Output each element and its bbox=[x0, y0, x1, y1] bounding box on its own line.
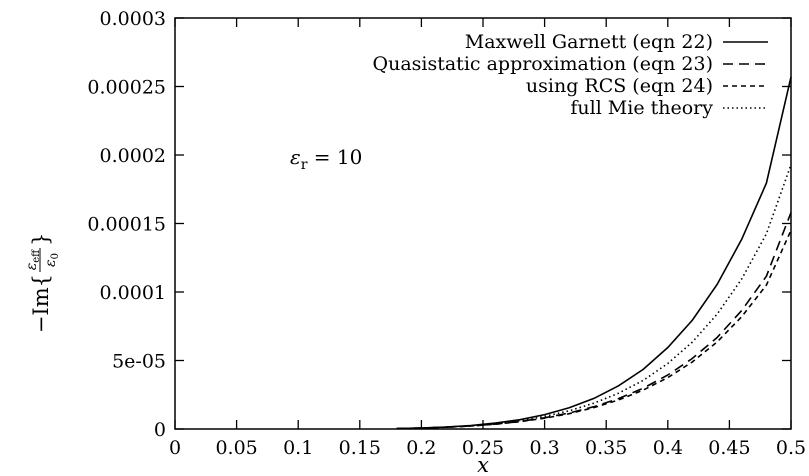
x-tick-label: 0 bbox=[169, 437, 181, 459]
x-tick-label: 0.2 bbox=[406, 437, 436, 459]
annotation-value: = 10 bbox=[307, 145, 362, 169]
y-axis-label-denominator: ε bbox=[43, 259, 59, 267]
y-tick-label: 0.0002 bbox=[100, 145, 166, 167]
series-lines bbox=[396, 76, 792, 430]
y-tick-label: 0.00015 bbox=[87, 214, 166, 236]
x-tick-label: 0.1 bbox=[283, 437, 313, 459]
y-tick-label: 0.00025 bbox=[87, 77, 166, 99]
x-tick-labels: 0 0.05 0.1 0.15 0.2 0.25 0.3 0.35 0.4 0.45 0.5 bbox=[169, 437, 806, 459]
x-tick-label: 0.3 bbox=[529, 437, 559, 459]
x-axis-label: x bbox=[477, 453, 489, 476]
series-line-1 bbox=[396, 76, 792, 430]
annotation-subscript: r bbox=[301, 157, 308, 173]
series-line-3 bbox=[396, 229, 792, 430]
y-axis-label-suffix: } bbox=[29, 233, 53, 246]
y-axis-label: −Im{ εeff ε0 } bbox=[24, 233, 61, 334]
y-tick-label: 0 bbox=[154, 419, 166, 441]
x-tick-label: 0.4 bbox=[653, 437, 683, 459]
series-line-4 bbox=[396, 164, 792, 430]
legend: Maxwell Garnett (eqn 22)Quasistatic appr… bbox=[373, 31, 768, 119]
svg-text:εeff: εeff bbox=[24, 249, 42, 270]
x-tick-label: 0.5 bbox=[776, 437, 806, 459]
y-axis-label-prefix: −Im{ bbox=[29, 274, 53, 333]
y-tick-label: 0.0001 bbox=[100, 282, 166, 304]
annotation-symbol: ε bbox=[290, 145, 301, 169]
axis-ticks bbox=[174, 17, 792, 430]
y-tick-labels: 0 5e-05 0.0001 0.00015 0.0002 0.00025 0.0003 bbox=[87, 8, 166, 441]
x-tick-label: 0.35 bbox=[585, 437, 627, 459]
x-tick-label: 0.15 bbox=[339, 437, 381, 459]
annotation-epsilon-r: εr = 10 bbox=[290, 145, 362, 173]
svg-text:ε0: ε0 bbox=[43, 253, 61, 267]
x-tick-label: 0.05 bbox=[215, 437, 257, 459]
legend-label-3: using RCS (eqn 24) bbox=[526, 75, 713, 97]
y-axis-label-numerator-sub: eff bbox=[31, 249, 42, 263]
y-axis-label-denominator-sub: 0 bbox=[50, 253, 61, 259]
y-axis-label-numerator: ε bbox=[24, 263, 40, 271]
legend-label-1: Maxwell Garnett (eqn 22) bbox=[465, 31, 713, 53]
x-tick-label: 0.45 bbox=[708, 437, 750, 459]
legend-label-4: full Mie theory bbox=[570, 97, 713, 119]
series-line-2 bbox=[396, 212, 792, 430]
x-tick-label: 0.25 bbox=[462, 437, 504, 459]
y-tick-label: 0.0003 bbox=[100, 8, 166, 30]
legend-label-2: Quasistatic approximation (eqn 23) bbox=[373, 53, 714, 75]
y-tick-label: 5e-05 bbox=[112, 351, 166, 373]
